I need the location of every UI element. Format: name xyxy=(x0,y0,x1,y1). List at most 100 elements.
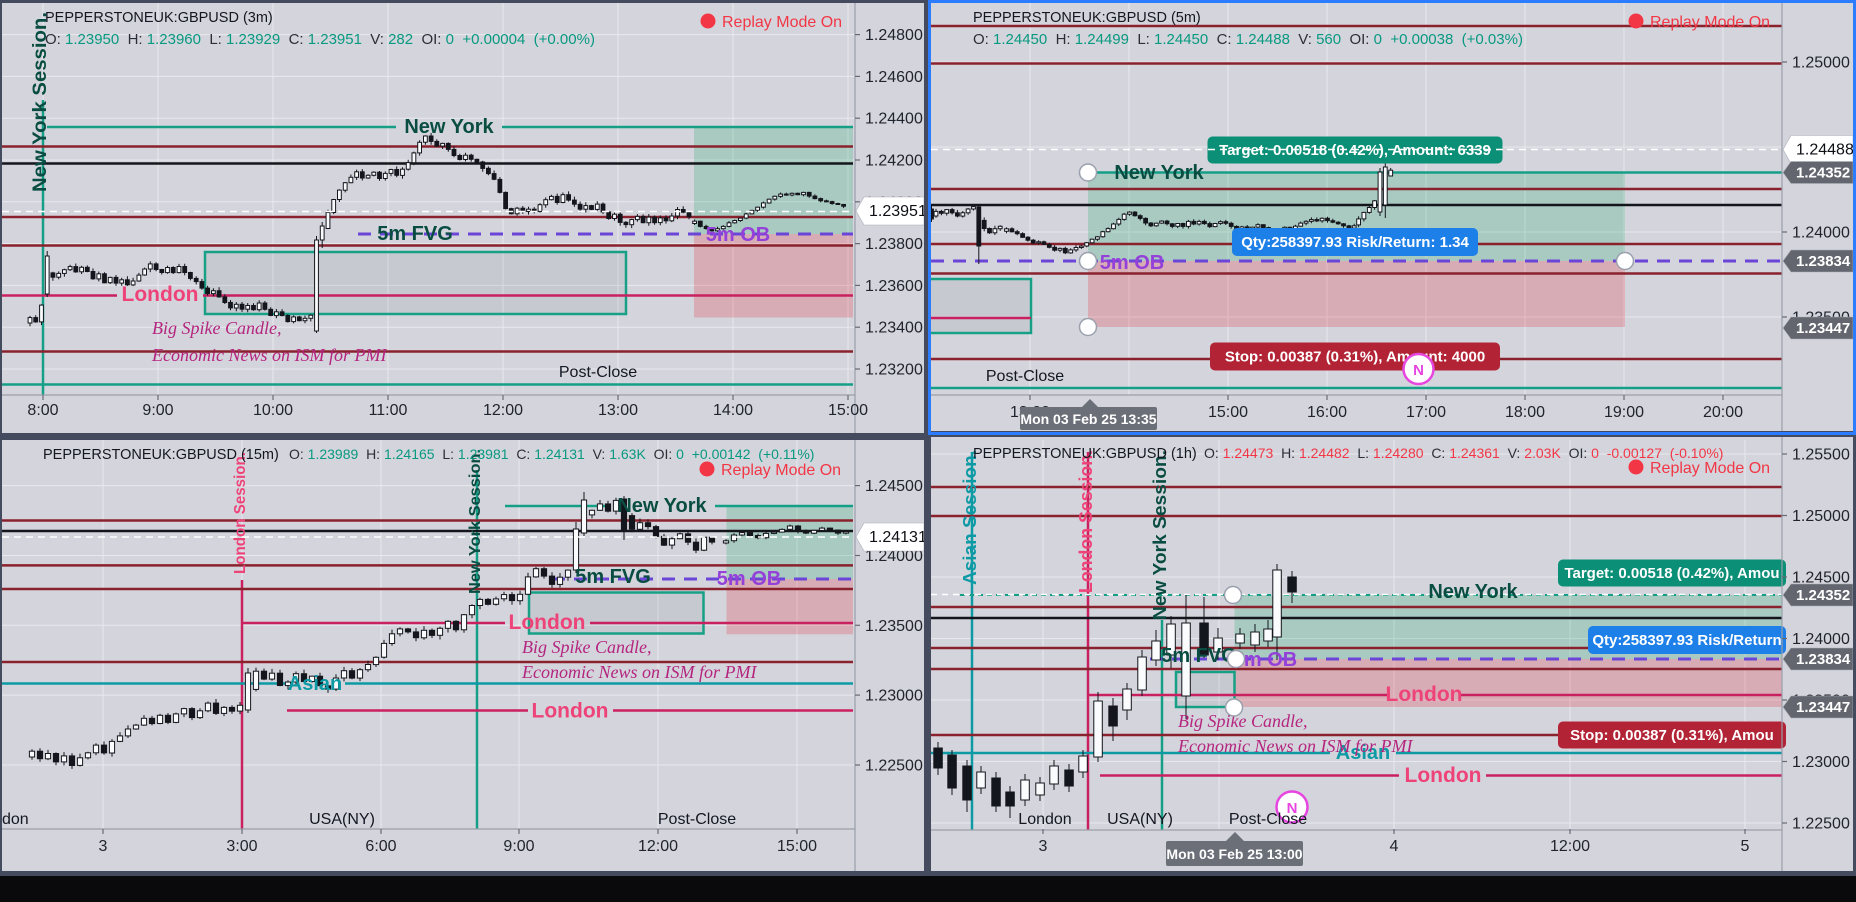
svg-text:3:00: 3:00 xyxy=(226,838,257,855)
svg-text:1.23000: 1.23000 xyxy=(865,688,923,705)
svg-text:4: 4 xyxy=(1390,838,1399,855)
svg-text:London Session.: London Session. xyxy=(232,452,249,574)
svg-text:9:00: 9:00 xyxy=(503,838,534,855)
svg-text:1.22500: 1.22500 xyxy=(865,758,923,775)
svg-text:New York Session.: New York Session. xyxy=(1150,450,1170,620)
svg-text:Post-Close: Post-Close xyxy=(1229,811,1307,828)
svg-text:12:00: 12:00 xyxy=(483,402,523,419)
svg-text:O: 1.23989 H: 1.24165 L: 1.2: O: 1.23989 H: 1.24165 L: 1.23981 C: 1.24… xyxy=(289,446,822,462)
svg-text:London: London xyxy=(122,283,199,306)
svg-text:19:00: 19:00 xyxy=(1604,404,1644,421)
svg-text:3: 3 xyxy=(99,838,108,855)
svg-text:Post-Close: Post-Close xyxy=(986,368,1064,385)
svg-text:11:00: 11:00 xyxy=(369,402,408,419)
svg-text:6:00: 6:00 xyxy=(365,838,396,855)
svg-text:London: London xyxy=(1386,683,1463,706)
svg-text:5m OB: 5m OB xyxy=(1100,252,1164,274)
svg-text:1.23800: 1.23800 xyxy=(865,236,923,253)
svg-text:Economic News on ISM for PMI: Economic News on ISM for PMI xyxy=(521,662,757,682)
svg-text:1.24352: 1.24352 xyxy=(1796,587,1850,604)
svg-text:1.23834: 1.23834 xyxy=(1796,253,1851,270)
svg-text:Post-Close: Post-Close xyxy=(559,364,637,381)
svg-text:New York: New York xyxy=(1114,162,1204,184)
svg-text:Economic News on ISM for PMI: Economic News on ISM for PMI xyxy=(1177,736,1413,756)
svg-text:1.24200: 1.24200 xyxy=(865,153,923,170)
svg-text:1.23951: 1.23951 xyxy=(869,203,924,220)
svg-text:O: 1.24473 H: 1.24482 L: 1.2: O: 1.24473 H: 1.24482 L: 1.24280 C: 1.24… xyxy=(1204,445,1731,461)
svg-text:1.23447: 1.23447 xyxy=(1796,320,1850,337)
svg-text:Asian Session.: Asian Session. xyxy=(960,450,980,585)
svg-text:17:00: 17:00 xyxy=(1406,404,1446,421)
svg-text:New York Session.: New York Session. xyxy=(467,449,484,594)
svg-text:12:00: 12:00 xyxy=(1550,838,1590,855)
svg-text:Mon 03 Feb 25 13:00: Mon 03 Feb 25 13:00 xyxy=(1166,846,1302,862)
svg-text:London: London xyxy=(532,700,609,723)
svg-text:New York: New York xyxy=(617,495,707,517)
svg-text:Asian: Asian xyxy=(288,673,342,695)
svg-text:Big Spike Candle,: Big Spike Candle, xyxy=(1178,711,1307,731)
svg-text:Big Spike Candle,: Big Spike Candle, xyxy=(152,318,281,338)
svg-text:Replay Mode On: Replay Mode On xyxy=(722,14,842,31)
svg-text:1.22500: 1.22500 xyxy=(1792,816,1850,833)
svg-text:5: 5 xyxy=(1741,838,1750,855)
svg-text:PEPPERSTONEUK:GBPUSD (5m): PEPPERSTONEUK:GBPUSD (5m) xyxy=(973,10,1201,26)
svg-text:5m OB: 5m OB xyxy=(706,224,770,246)
svg-text:USA(NY): USA(NY) xyxy=(309,811,375,828)
svg-text:1.25500: 1.25500 xyxy=(1792,447,1850,464)
svg-text:15:00: 15:00 xyxy=(828,402,868,419)
svg-text:1.25000: 1.25000 xyxy=(1792,55,1850,72)
svg-text:10:00: 10:00 xyxy=(253,402,293,419)
svg-text:Economic News on ISM for PMI: Economic News on ISM for PMI xyxy=(151,345,387,365)
svg-text:5m FVG: 5m FVG xyxy=(575,566,651,588)
svg-text:PEPPERSTONEUK:GBPUSD (3m): PEPPERSTONEUK:GBPUSD (3m) xyxy=(45,10,273,26)
svg-text:Mon 03 Feb 25 13:35: Mon 03 Feb 25 13:35 xyxy=(1020,411,1156,427)
svg-text:Replay Mode On: Replay Mode On xyxy=(1650,460,1770,477)
svg-text:1.23400: 1.23400 xyxy=(865,320,923,337)
svg-text:12:00: 12:00 xyxy=(638,838,678,855)
svg-text:London: London xyxy=(1405,764,1482,787)
svg-text:Asian: Asian xyxy=(1336,742,1390,764)
svg-text:Target: 0.00518 (0.42%), Amou: Target: 0.00518 (0.42%), Amou xyxy=(1564,565,1779,582)
svg-text:don: don xyxy=(2,811,29,828)
svg-text:Replay Mode On: Replay Mode On xyxy=(1650,14,1770,31)
svg-text:1.24500: 1.24500 xyxy=(865,478,923,495)
svg-text:20:00: 20:00 xyxy=(1703,404,1743,421)
svg-text:New York Session.: New York Session. xyxy=(30,12,51,192)
svg-text:14:00: 14:00 xyxy=(713,402,753,419)
svg-text:Replay Mode On: Replay Mode On xyxy=(721,462,841,479)
svg-text:Qty:258397.93 Risk/Return: Qty:258397.93 Risk/Return xyxy=(1592,632,1781,649)
svg-text:London: London xyxy=(1018,811,1071,828)
svg-text:15:00: 15:00 xyxy=(1208,404,1248,421)
svg-text:Stop: 0.00387 (0.31%), Amou: Stop: 0.00387 (0.31%), Amou xyxy=(1570,727,1774,744)
svg-text:1.24800: 1.24800 xyxy=(865,27,923,44)
svg-text:1.24500: 1.24500 xyxy=(1792,570,1850,587)
svg-text:1.24352: 1.24352 xyxy=(1796,165,1850,182)
svg-text:1.24600: 1.24600 xyxy=(865,69,923,86)
svg-text:5m FVG: 5m FVG xyxy=(377,223,453,245)
svg-text:16:00: 16:00 xyxy=(1307,404,1347,421)
svg-text:5m OB: 5m OB xyxy=(1233,649,1297,671)
svg-text:1.24000: 1.24000 xyxy=(1792,631,1850,648)
svg-text:London: London xyxy=(509,611,586,634)
svg-text:1.24000: 1.24000 xyxy=(865,548,923,565)
svg-text:1.23447: 1.23447 xyxy=(1796,699,1850,716)
svg-text:5m OB: 5m OB xyxy=(717,568,781,590)
svg-text:PEPPERSTONEUK:GBPUSD (15m): PEPPERSTONEUK:GBPUSD (15m) xyxy=(43,447,279,463)
svg-text:3: 3 xyxy=(1039,838,1048,855)
svg-text:1.24488: 1.24488 xyxy=(1796,142,1853,159)
svg-text:1.25000: 1.25000 xyxy=(1792,508,1850,525)
svg-text:Big Spike Candle,: Big Spike Candle, xyxy=(522,637,651,657)
svg-text:O: 1.23950 H: 1.23960 L: 1.2: O: 1.23950 H: 1.23960 L: 1.23929 C: 1.23… xyxy=(45,31,603,48)
svg-text:1.23500: 1.23500 xyxy=(865,618,923,635)
svg-text:Target: 0.00518 (0.42%), Amoun: Target: 0.00518 (0.42%), Amount: 6339 xyxy=(1219,142,1491,159)
svg-text:USA(NY): USA(NY) xyxy=(1107,811,1173,828)
svg-text:PEPPERSTONEUK:GBPUSD (1h): PEPPERSTONEUK:GBPUSD (1h) xyxy=(973,446,1197,462)
svg-text:1.23000: 1.23000 xyxy=(1792,754,1850,771)
svg-text:18:00: 18:00 xyxy=(1505,404,1545,421)
svg-text:N: N xyxy=(1413,362,1424,379)
svg-text:Qty:258397.93 Risk/Return: 1.3: Qty:258397.93 Risk/Return: 1.34 xyxy=(1241,234,1469,251)
svg-text:Post-Close: Post-Close xyxy=(658,811,736,828)
svg-text:8:00: 8:00 xyxy=(27,402,58,419)
svg-text:O: 1.24450 H: 1.24499 L: 1.2: O: 1.24450 H: 1.24499 L: 1.24450 C: 1.24… xyxy=(973,31,1531,48)
svg-text:1.24400: 1.24400 xyxy=(865,111,923,128)
